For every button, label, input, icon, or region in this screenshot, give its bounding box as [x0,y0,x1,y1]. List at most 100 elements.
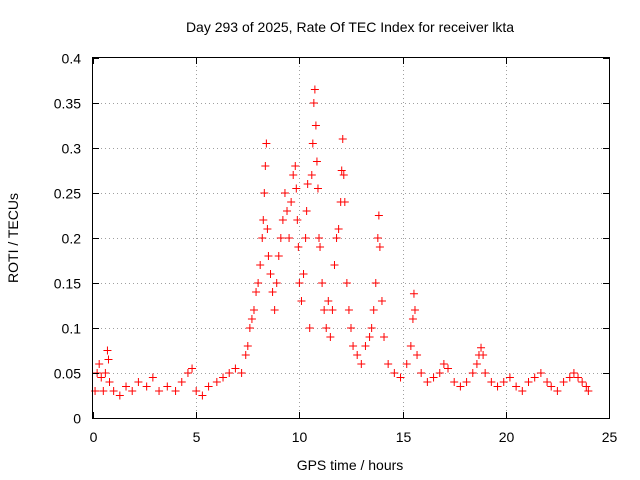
data-point [340,198,349,206]
data-point [254,279,263,287]
data-point [429,373,438,382]
data-point [582,382,591,391]
data-point [396,373,405,382]
data-point [365,333,374,341]
y-tick-labels: 0 0.05 0.1 0.15 0.2 0.25 0.3 0.35 0.4 [54,51,81,427]
data-point [177,378,186,386]
data-point [134,378,143,386]
data-point [377,297,386,305]
data-point [252,288,261,296]
data-point [559,378,568,386]
data-point [272,279,281,287]
data-point [148,373,157,382]
data-point [326,333,335,341]
x-tick-label: 0 [90,429,98,445]
data-point [310,85,319,94]
data-point [547,382,556,391]
data-point [105,378,114,386]
data-point [312,157,321,166]
data-point [198,391,207,400]
data-point [237,369,246,377]
data-point [297,297,306,305]
data-point [334,225,343,233]
data-point [328,306,337,314]
x-tick-label: 25 [602,429,618,445]
y-tick-label: 0.05 [54,366,81,382]
data-point [307,171,316,179]
data-point [231,364,240,373]
data-point [258,234,267,242]
data-point [512,382,521,391]
data-point [99,387,108,395]
data-point [313,184,322,193]
y-tick-label: 0.2 [62,231,82,247]
data-point [289,171,298,179]
data-point [264,252,273,260]
data-point [479,351,488,359]
y-tick-label: 0.1 [62,321,82,337]
data-point [163,382,172,391]
data-point [104,355,113,364]
data-point [384,360,393,368]
data-point [103,346,112,355]
data-point [332,234,341,242]
data-point [339,171,348,179]
data-point [369,306,378,314]
data-point [188,364,197,373]
data-point [344,306,353,314]
data-point [287,198,296,206]
x-tick-label: 15 [396,429,412,445]
data-point [316,243,325,251]
data-point [536,369,545,377]
data-point [543,378,552,386]
data-point [302,207,311,215]
data-point [308,139,317,148]
data-point [468,369,477,377]
data-point [450,378,459,386]
data-point [456,382,465,391]
chart-title: Day 293 of 2025, Rate Of TEC Index for r… [186,19,514,35]
data-point [115,391,124,400]
data-point [204,382,213,391]
data-point [505,373,514,382]
data-point [101,369,110,377]
data-point [247,315,256,323]
data-point [569,369,578,377]
data-point [155,387,164,395]
y-tick-label: 0.35 [54,96,81,112]
data-point [320,306,329,314]
data-point [301,234,310,242]
data-point [481,369,490,377]
data-point [263,225,272,233]
data-points [91,85,593,400]
data-point [109,387,118,395]
data-point [192,387,201,395]
data-point [318,279,327,287]
data-point [212,378,221,386]
data-point [285,234,294,242]
y-tick-label: 0.25 [54,186,81,202]
data-point [309,99,318,107]
data-point [499,378,508,386]
data-point [283,207,292,215]
x-tick-labels: 0 5 10 15 20 25 [90,429,618,445]
data-point [225,369,234,377]
data-point [349,342,358,350]
data-point [584,387,593,395]
data-point [142,382,151,391]
data-point [353,351,362,359]
data-point [462,378,471,386]
data-point [274,252,283,260]
data-point [315,234,324,242]
data-point [266,270,275,278]
data-point [97,373,106,382]
x-tick-label: 20 [499,429,515,445]
data-point [243,342,252,350]
data-point [299,270,308,278]
data-point [338,135,347,143]
data-point [402,360,411,368]
data-point [171,387,180,395]
data-point [219,373,228,382]
data-point [373,234,382,242]
data-point [95,360,104,368]
